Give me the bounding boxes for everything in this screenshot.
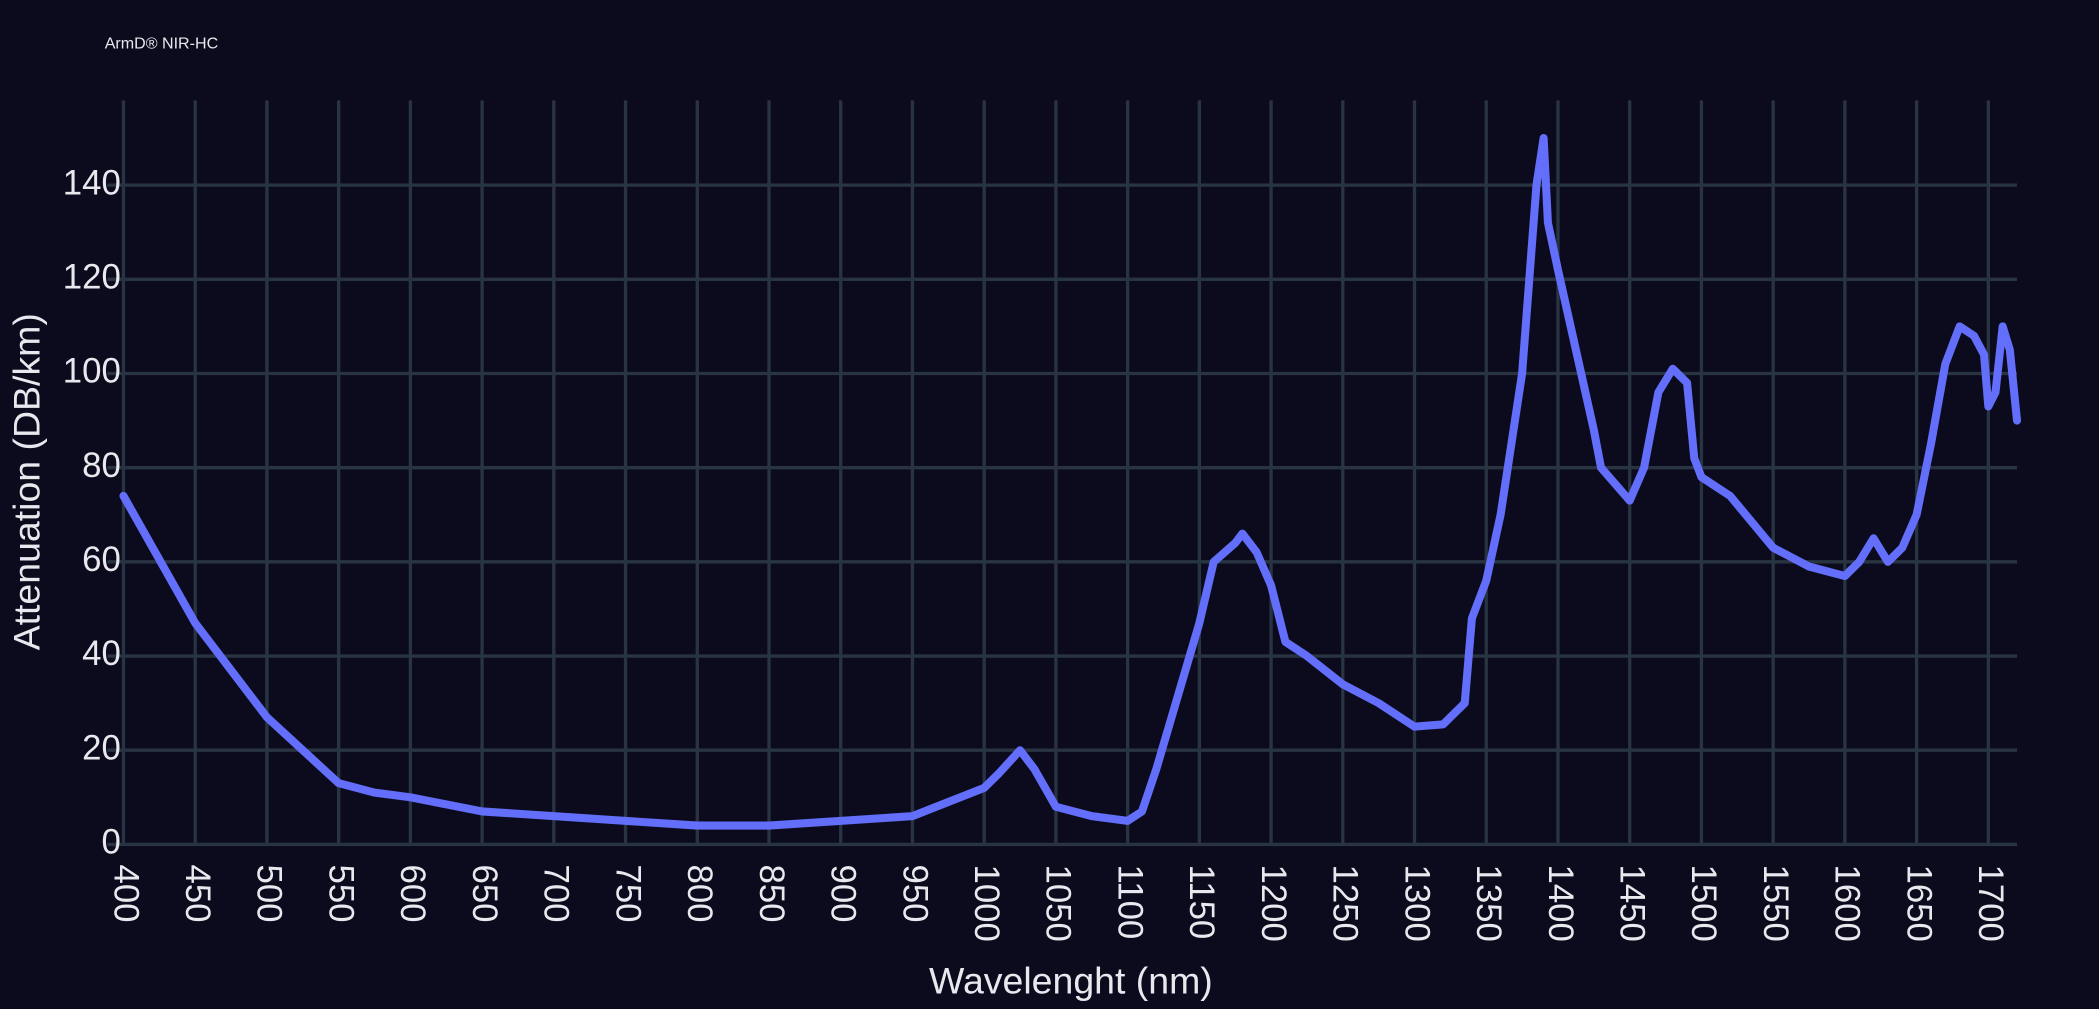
x-tick-label: 1150 xyxy=(1182,864,1220,939)
x-tick-label: 800 xyxy=(680,864,718,922)
y-tick-label: 40 xyxy=(82,635,121,673)
x-tick-label: 1350 xyxy=(1469,864,1507,941)
x-tick-label: 1600 xyxy=(1828,864,1866,941)
x-tick-label: 1000 xyxy=(967,864,1005,941)
x-tick-label: 1550 xyxy=(1756,864,1794,941)
x-tick-label: 1050 xyxy=(1039,864,1077,941)
y-tick-label: 80 xyxy=(82,447,121,485)
x-tick-label: 1200 xyxy=(1254,864,1292,941)
x-tick-label: 600 xyxy=(393,864,431,922)
chart-title: ArmD® NIR-HC xyxy=(105,34,218,52)
x-tick-label: 500 xyxy=(250,864,288,922)
y-tick-label: 140 xyxy=(63,164,121,202)
x-axis-title: Wavelenght (nm) xyxy=(929,959,1213,1001)
x-tick-label: 850 xyxy=(752,864,790,922)
x-tick-label: 1450 xyxy=(1613,864,1651,941)
x-tick-label: 950 xyxy=(895,864,933,922)
y-axis-title: Attenuation (DB/km) xyxy=(6,313,48,650)
x-tick-label: 1500 xyxy=(1684,864,1722,941)
x-tick-label: 1650 xyxy=(1899,864,1937,941)
y-tick-label: 20 xyxy=(82,729,121,767)
x-tick-label: 1250 xyxy=(1326,864,1364,941)
x-tick-label: 550 xyxy=(321,864,359,922)
x-tick-label: 750 xyxy=(608,864,646,922)
x-tick-label: 1300 xyxy=(1397,864,1435,941)
y-tick-label: 100 xyxy=(63,353,121,391)
x-tick-label: 1400 xyxy=(1541,864,1579,941)
x-tick-label: 400 xyxy=(106,864,144,922)
x-tick-label: 900 xyxy=(824,864,862,922)
x-tick-label: 650 xyxy=(465,864,503,922)
x-tick-label: 700 xyxy=(537,864,575,922)
y-tick-label: 120 xyxy=(63,258,121,296)
x-tick-label: 1100 xyxy=(1110,864,1148,939)
plot xyxy=(119,134,2022,830)
data-line xyxy=(119,134,2022,830)
y-tick-label: 60 xyxy=(82,541,121,579)
x-tick-label: 1700 xyxy=(1971,864,2009,941)
y-tick-label: 0 xyxy=(101,824,120,862)
x-tick-label: 450 xyxy=(178,864,216,922)
